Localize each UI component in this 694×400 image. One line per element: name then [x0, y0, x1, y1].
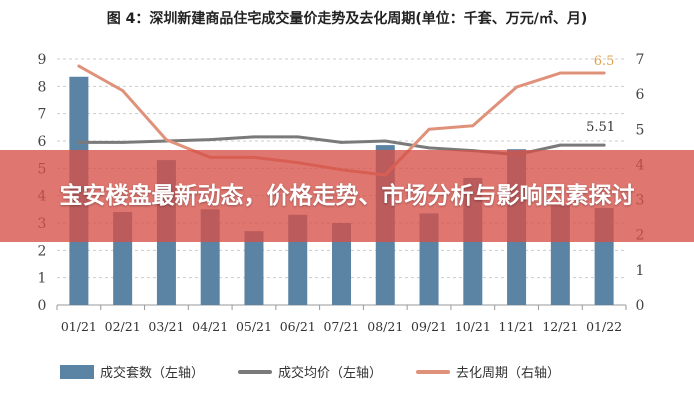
x-tick-label: 11/21 — [499, 319, 535, 334]
data-label: 6.5 — [594, 54, 615, 69]
x-tick-label: 04/21 — [192, 319, 228, 334]
data-label: 5.51 — [586, 120, 615, 135]
x-tick-label: 08/21 — [367, 319, 403, 334]
legend-swatch — [60, 364, 94, 379]
line-point — [121, 89, 125, 93]
headline: 宝安楼盘最新动态，价格走势、市场分析与影响因素探讨 — [59, 183, 635, 209]
headline-banner: 宝安楼盘最新动态，价格走势、市场分析与影响因素探讨 — [0, 150, 694, 242]
x-tick-label: 06/21 — [280, 319, 316, 334]
right-tick-label: 5 — [636, 122, 645, 138]
line-point — [383, 139, 387, 143]
legend-item-cycle: 去化周期（右轴） — [416, 362, 560, 381]
left-tick-label: 7 — [38, 107, 47, 123]
line-point — [471, 124, 475, 128]
x-tick-label: 01/22 — [586, 319, 622, 334]
right-tick-label: 7 — [636, 52, 645, 68]
line-point — [602, 71, 606, 75]
line-point — [427, 146, 431, 150]
bar — [244, 231, 264, 305]
legend-swatch — [416, 369, 451, 374]
x-tick-label: 12/21 — [542, 319, 578, 334]
bar — [332, 223, 351, 305]
legend-label: 去化周期（右轴） — [456, 366, 561, 381]
line-point — [164, 138, 168, 142]
line-point — [558, 143, 562, 147]
x-tick-label: 09/21 — [411, 319, 447, 334]
x-tick-label: 02/21 — [105, 319, 141, 334]
line-point — [340, 140, 343, 144]
line-point — [558, 71, 562, 75]
x-tick-label: 05/21 — [236, 319, 272, 334]
left-tick-label: 1 — [38, 271, 47, 287]
line-point — [77, 140, 81, 144]
x-tick-label: 07/21 — [323, 319, 359, 334]
legend: 成交套数（左轴） 成交均价（左轴） 去化周期（右轴） — [60, 362, 560, 381]
legend-label: 成交均价（左轴） — [278, 366, 383, 381]
x-tick-label: 03/21 — [148, 319, 184, 334]
line-point — [121, 140, 125, 144]
legend-item-bar: 成交套数（左轴） — [60, 362, 204, 381]
line-point — [296, 135, 300, 139]
line-point — [252, 135, 256, 139]
line-point — [602, 143, 606, 147]
line-point — [427, 127, 431, 131]
line-point — [208, 138, 212, 142]
x-tick-label: 10/21 — [455, 319, 491, 334]
chart-title: 图 4：深圳新建商品住宅成交量价走势及去化周期(单位：千套、万元/㎡、月) — [106, 11, 588, 27]
right-tick-label: 1 — [636, 263, 645, 279]
legend-item-price: 成交均价（左轴） — [238, 362, 382, 381]
legend-swatch — [238, 369, 273, 374]
x-tick-label: 01/21 — [61, 319, 97, 334]
line-point — [515, 85, 519, 89]
right-tick-label: 0 — [636, 298, 645, 314]
right-tick-label: 6 — [636, 87, 645, 103]
legend-label: 成交套数（左轴） — [100, 366, 205, 381]
line-point — [77, 64, 81, 68]
left-tick-label: 0 — [38, 298, 47, 314]
left-tick-label: 6 — [38, 134, 47, 150]
left-tick-label: 2 — [38, 243, 47, 259]
left-tick-label: 8 — [38, 79, 47, 95]
left-tick-label: 9 — [38, 52, 47, 68]
